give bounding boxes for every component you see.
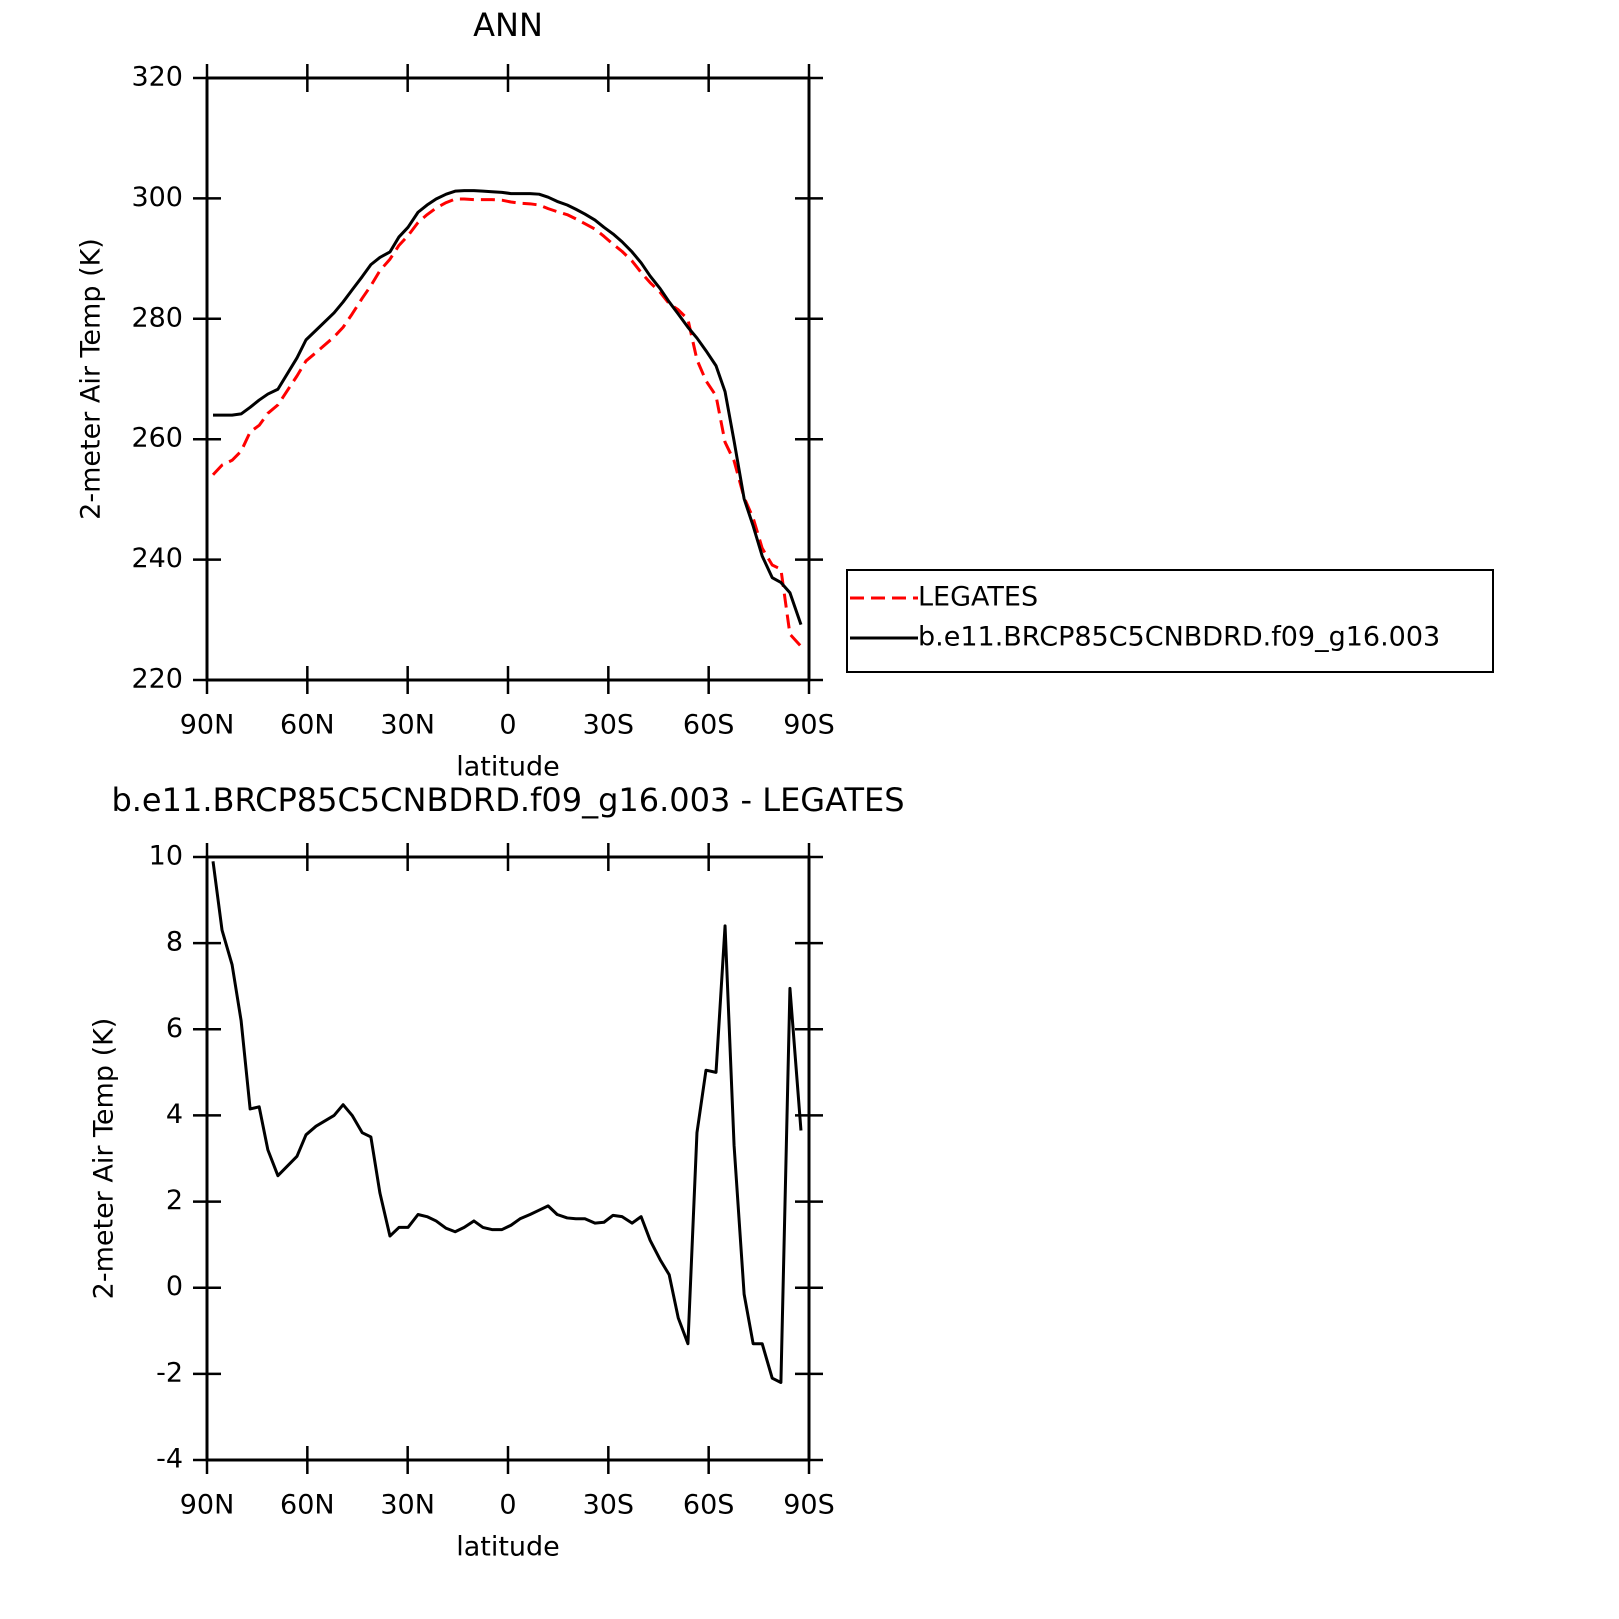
x-tick-label: 30S: [583, 710, 635, 741]
plot-frame: [205, 76, 811, 682]
y-axis-label: 2-meter Air Temp (K): [76, 238, 107, 520]
data-line: [213, 189, 803, 626]
x-tick-label: 90S: [783, 710, 835, 741]
legend-label: b.e11.BRCP85C5CNBDRD.f09_g16.003: [918, 622, 1440, 653]
y-tick-label: 300: [131, 182, 183, 213]
x-tick-label: 30N: [380, 1490, 435, 1521]
data-line: [211, 861, 803, 1384]
y-tick-label: 240: [131, 543, 183, 574]
y-tick-label: 4: [166, 1099, 183, 1130]
data-line: [211, 197, 803, 648]
x-tick-label: 60S: [683, 1490, 735, 1521]
chart-title: b.e11.BRCP85C5CNBDRD.f09_g16.003 - LEGAT…: [111, 781, 904, 819]
y-tick-label: -4: [156, 1444, 183, 1475]
x-axis-label: latitude: [456, 752, 560, 783]
y-tick-label: 10: [149, 841, 183, 872]
y-tick-label: 8: [166, 927, 183, 958]
legend-box: [846, 569, 1494, 673]
y-axis-label: 2-meter Air Temp (K): [89, 1018, 120, 1300]
x-tick-label: 90S: [783, 1490, 835, 1521]
y-tick-label: 6: [166, 1013, 183, 1044]
x-tick-label: 60N: [280, 710, 335, 741]
x-tick-label: 60S: [683, 710, 735, 741]
plot-frame: [205, 855, 811, 1462]
legend: LEGATES b.e11.BRCP85C5CNBDRD.f09_g16.003: [846, 569, 1494, 673]
y-tick-label: 220: [131, 664, 183, 695]
legend-label: LEGATES: [918, 582, 1038, 613]
y-tick-label: 2: [166, 1185, 183, 1216]
chart-title: ANN: [473, 6, 543, 44]
x-tick-label: 0: [499, 1490, 516, 1521]
x-tick-label: 90N: [180, 710, 235, 741]
y-tick-label: -2: [156, 1357, 183, 1388]
x-tick-label: 0: [499, 710, 516, 741]
x-tick-label: 90N: [180, 1490, 235, 1521]
y-tick-label: 320: [131, 62, 183, 93]
x-tick-label: 30S: [583, 1490, 635, 1521]
x-tick-label: 60N: [280, 1490, 335, 1521]
y-tick-label: 280: [131, 302, 183, 333]
x-axis-label: latitude: [456, 1532, 560, 1563]
y-tick-label: 260: [131, 423, 183, 454]
x-tick-label: 30N: [380, 710, 435, 741]
y-tick-label: 0: [166, 1271, 183, 1302]
